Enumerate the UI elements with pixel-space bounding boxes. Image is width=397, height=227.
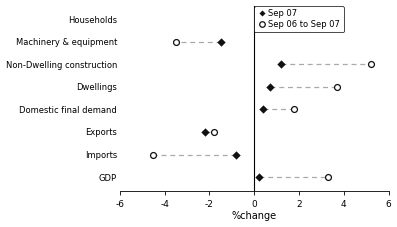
Point (368, 62, 374, 66)
Point (334, 85, 340, 89)
Point (325, 175, 331, 179)
Point (217, 40, 224, 44)
Point (278, 62, 284, 66)
Point (260, 108, 266, 111)
Point (267, 85, 273, 89)
Legend: Sep 07, Sep 06 to Sep 07: Sep 07, Sep 06 to Sep 07 (254, 6, 344, 32)
Point (173, 40, 179, 44)
Point (262, 17, 268, 21)
Point (211, 130, 217, 134)
Point (255, 175, 262, 179)
Point (202, 130, 208, 134)
Point (233, 153, 239, 156)
Point (320, 17, 327, 21)
Point (291, 108, 298, 111)
X-axis label: %change: %change (231, 211, 277, 222)
Point (150, 153, 156, 156)
